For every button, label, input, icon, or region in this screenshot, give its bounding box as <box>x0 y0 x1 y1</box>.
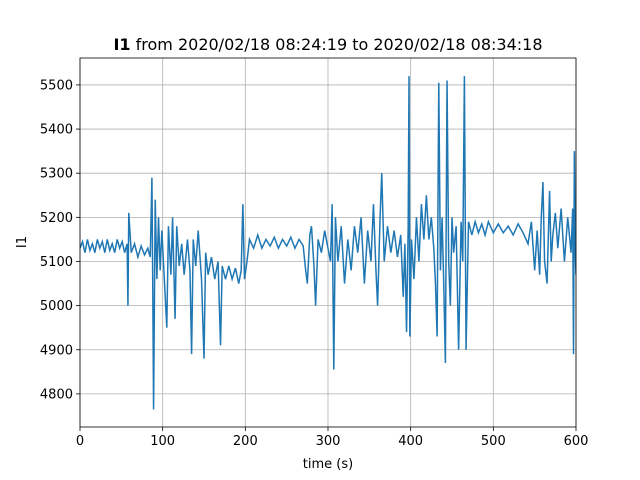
x-tick-label: 0 <box>76 434 84 449</box>
x-tick-label: 200 <box>233 434 258 449</box>
x-tick-label: 500 <box>481 434 506 449</box>
title-rest: from 2020/02/18 08:24:19 to 2020/02/18 0… <box>136 35 543 54</box>
y-tick-label: 4800 <box>40 387 73 402</box>
x-tick-label: 400 <box>398 434 423 449</box>
y-axis-label: I1 <box>15 236 30 248</box>
x-tick-label: 600 <box>564 434 589 449</box>
x-axis-label: time (s) <box>303 457 353 472</box>
x-tick-label: 100 <box>150 434 175 449</box>
y-tick-label: 4900 <box>40 343 73 358</box>
y-tick-label: 5200 <box>40 211 73 226</box>
data-line <box>80 76 576 410</box>
plot-frame <box>79 57 577 428</box>
chart-title: I1 from 2020/02/18 08:24:19 to 2020/02/1… <box>113 35 542 54</box>
title-bold: I1 <box>113 35 130 54</box>
y-tick-label: 5100 <box>40 255 73 270</box>
y-tick-label: 5400 <box>40 123 73 138</box>
y-tick-label: 5500 <box>40 78 73 93</box>
y-tick-label: 5000 <box>40 299 73 314</box>
y-tick-label: 5300 <box>40 167 73 182</box>
x-tick-label: 300 <box>316 434 341 449</box>
